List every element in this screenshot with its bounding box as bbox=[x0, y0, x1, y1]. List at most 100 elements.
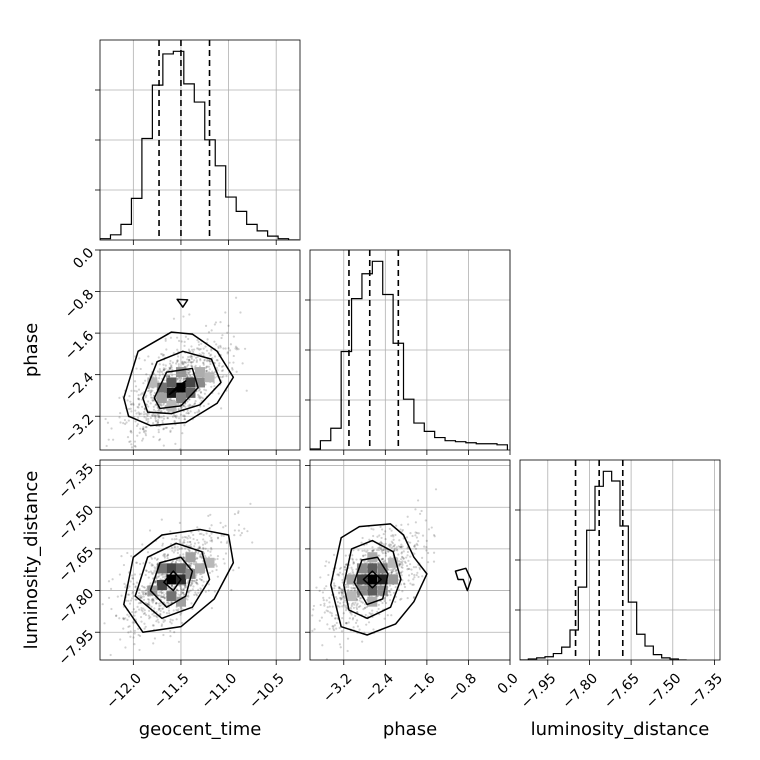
sample-point bbox=[104, 417, 107, 421]
sample-point bbox=[161, 573, 164, 576]
sample-point bbox=[217, 346, 220, 350]
sample-point bbox=[393, 591, 396, 594]
sample-point bbox=[207, 331, 211, 334]
sample-point bbox=[177, 589, 180, 592]
sample-point bbox=[137, 627, 140, 630]
sample-point bbox=[161, 373, 164, 376]
sample-point bbox=[366, 549, 369, 552]
sample-point bbox=[203, 392, 206, 395]
pair-content bbox=[104, 296, 248, 471]
sample-point bbox=[177, 608, 180, 611]
sample-point bbox=[218, 364, 221, 367]
sample-point bbox=[381, 552, 385, 555]
x-axis-label: geocent_time bbox=[139, 719, 262, 740]
sample-point bbox=[187, 372, 190, 375]
sample-point bbox=[377, 603, 380, 606]
sample-point bbox=[364, 603, 367, 606]
sample-point bbox=[371, 549, 374, 552]
sample-point bbox=[176, 609, 179, 612]
sample-point bbox=[141, 469, 143, 471]
sample-point bbox=[156, 616, 159, 619]
sample-point bbox=[325, 599, 328, 602]
sample-point bbox=[322, 596, 325, 599]
sample-point bbox=[157, 380, 160, 383]
sample-point bbox=[215, 568, 218, 572]
sample-point bbox=[401, 560, 404, 563]
histogram-line bbox=[310, 260, 509, 450]
sample-point bbox=[161, 573, 165, 576]
sample-point bbox=[186, 537, 189, 540]
sample-point bbox=[158, 415, 161, 418]
sample-point bbox=[119, 638, 122, 641]
sample-point bbox=[390, 546, 393, 549]
sample-point bbox=[328, 605, 331, 608]
sample-point bbox=[185, 365, 189, 368]
sample-point bbox=[127, 419, 130, 422]
y-tick-label: −7.35 bbox=[56, 461, 98, 503]
panel-frame bbox=[519, 459, 721, 661]
sample-point bbox=[188, 313, 191, 316]
sample-point bbox=[159, 590, 162, 593]
sample-point bbox=[171, 361, 174, 364]
sample-point bbox=[340, 597, 343, 601]
sample-point bbox=[152, 405, 155, 408]
sample-point bbox=[138, 413, 141, 416]
sample-point bbox=[179, 587, 183, 591]
sample-point bbox=[345, 563, 348, 566]
sample-point bbox=[182, 592, 185, 595]
sample-point bbox=[382, 561, 386, 564]
sample-point bbox=[306, 629, 308, 631]
sample-point bbox=[162, 417, 166, 420]
contour-line bbox=[330, 523, 428, 636]
sample-point bbox=[338, 643, 342, 646]
sample-point bbox=[213, 355, 217, 358]
sample-point bbox=[194, 400, 197, 403]
sample-point bbox=[155, 620, 158, 623]
sample-point bbox=[191, 581, 194, 584]
sample-point bbox=[166, 601, 169, 604]
sample-point bbox=[202, 362, 205, 365]
sample-point bbox=[186, 400, 189, 403]
sample-point bbox=[155, 615, 158, 618]
sample-point bbox=[122, 422, 125, 425]
sample-point bbox=[331, 625, 334, 628]
sample-point bbox=[230, 588, 233, 592]
sample-point bbox=[330, 612, 333, 615]
sample-point bbox=[148, 389, 151, 392]
sample-point bbox=[195, 359, 199, 362]
sample-point bbox=[198, 394, 201, 398]
sample-point bbox=[401, 570, 404, 573]
sample-point bbox=[163, 556, 166, 559]
sample-point bbox=[182, 587, 185, 590]
sample-point bbox=[144, 569, 148, 572]
sample-point bbox=[332, 627, 335, 630]
sample-point bbox=[327, 561, 331, 564]
sample-point bbox=[387, 568, 390, 572]
sample-point bbox=[142, 413, 146, 416]
sample-point bbox=[201, 397, 205, 400]
sample-point bbox=[406, 515, 409, 518]
sample-point bbox=[147, 387, 151, 390]
x-tick-label: −11.0 bbox=[199, 670, 241, 712]
sample-point bbox=[200, 396, 203, 399]
sample-point bbox=[340, 588, 343, 592]
sample-point bbox=[227, 347, 230, 350]
sample-point bbox=[148, 604, 151, 607]
sample-point bbox=[351, 570, 354, 573]
sample-point bbox=[403, 582, 406, 585]
sample-point bbox=[147, 571, 151, 574]
sample-point bbox=[129, 430, 132, 433]
contour-line bbox=[163, 570, 182, 592]
sample-point bbox=[199, 390, 203, 394]
sample-point bbox=[191, 588, 194, 591]
sample-point bbox=[185, 566, 188, 570]
sample-point bbox=[166, 416, 169, 420]
sample-point bbox=[182, 557, 186, 560]
sample-point bbox=[228, 361, 231, 364]
sample-point bbox=[371, 549, 374, 553]
sample-point bbox=[142, 612, 145, 615]
x-tick-label: 0.0 bbox=[495, 670, 522, 697]
sample-point bbox=[209, 550, 212, 553]
sample-point bbox=[183, 536, 186, 539]
sample-point bbox=[400, 565, 403, 568]
